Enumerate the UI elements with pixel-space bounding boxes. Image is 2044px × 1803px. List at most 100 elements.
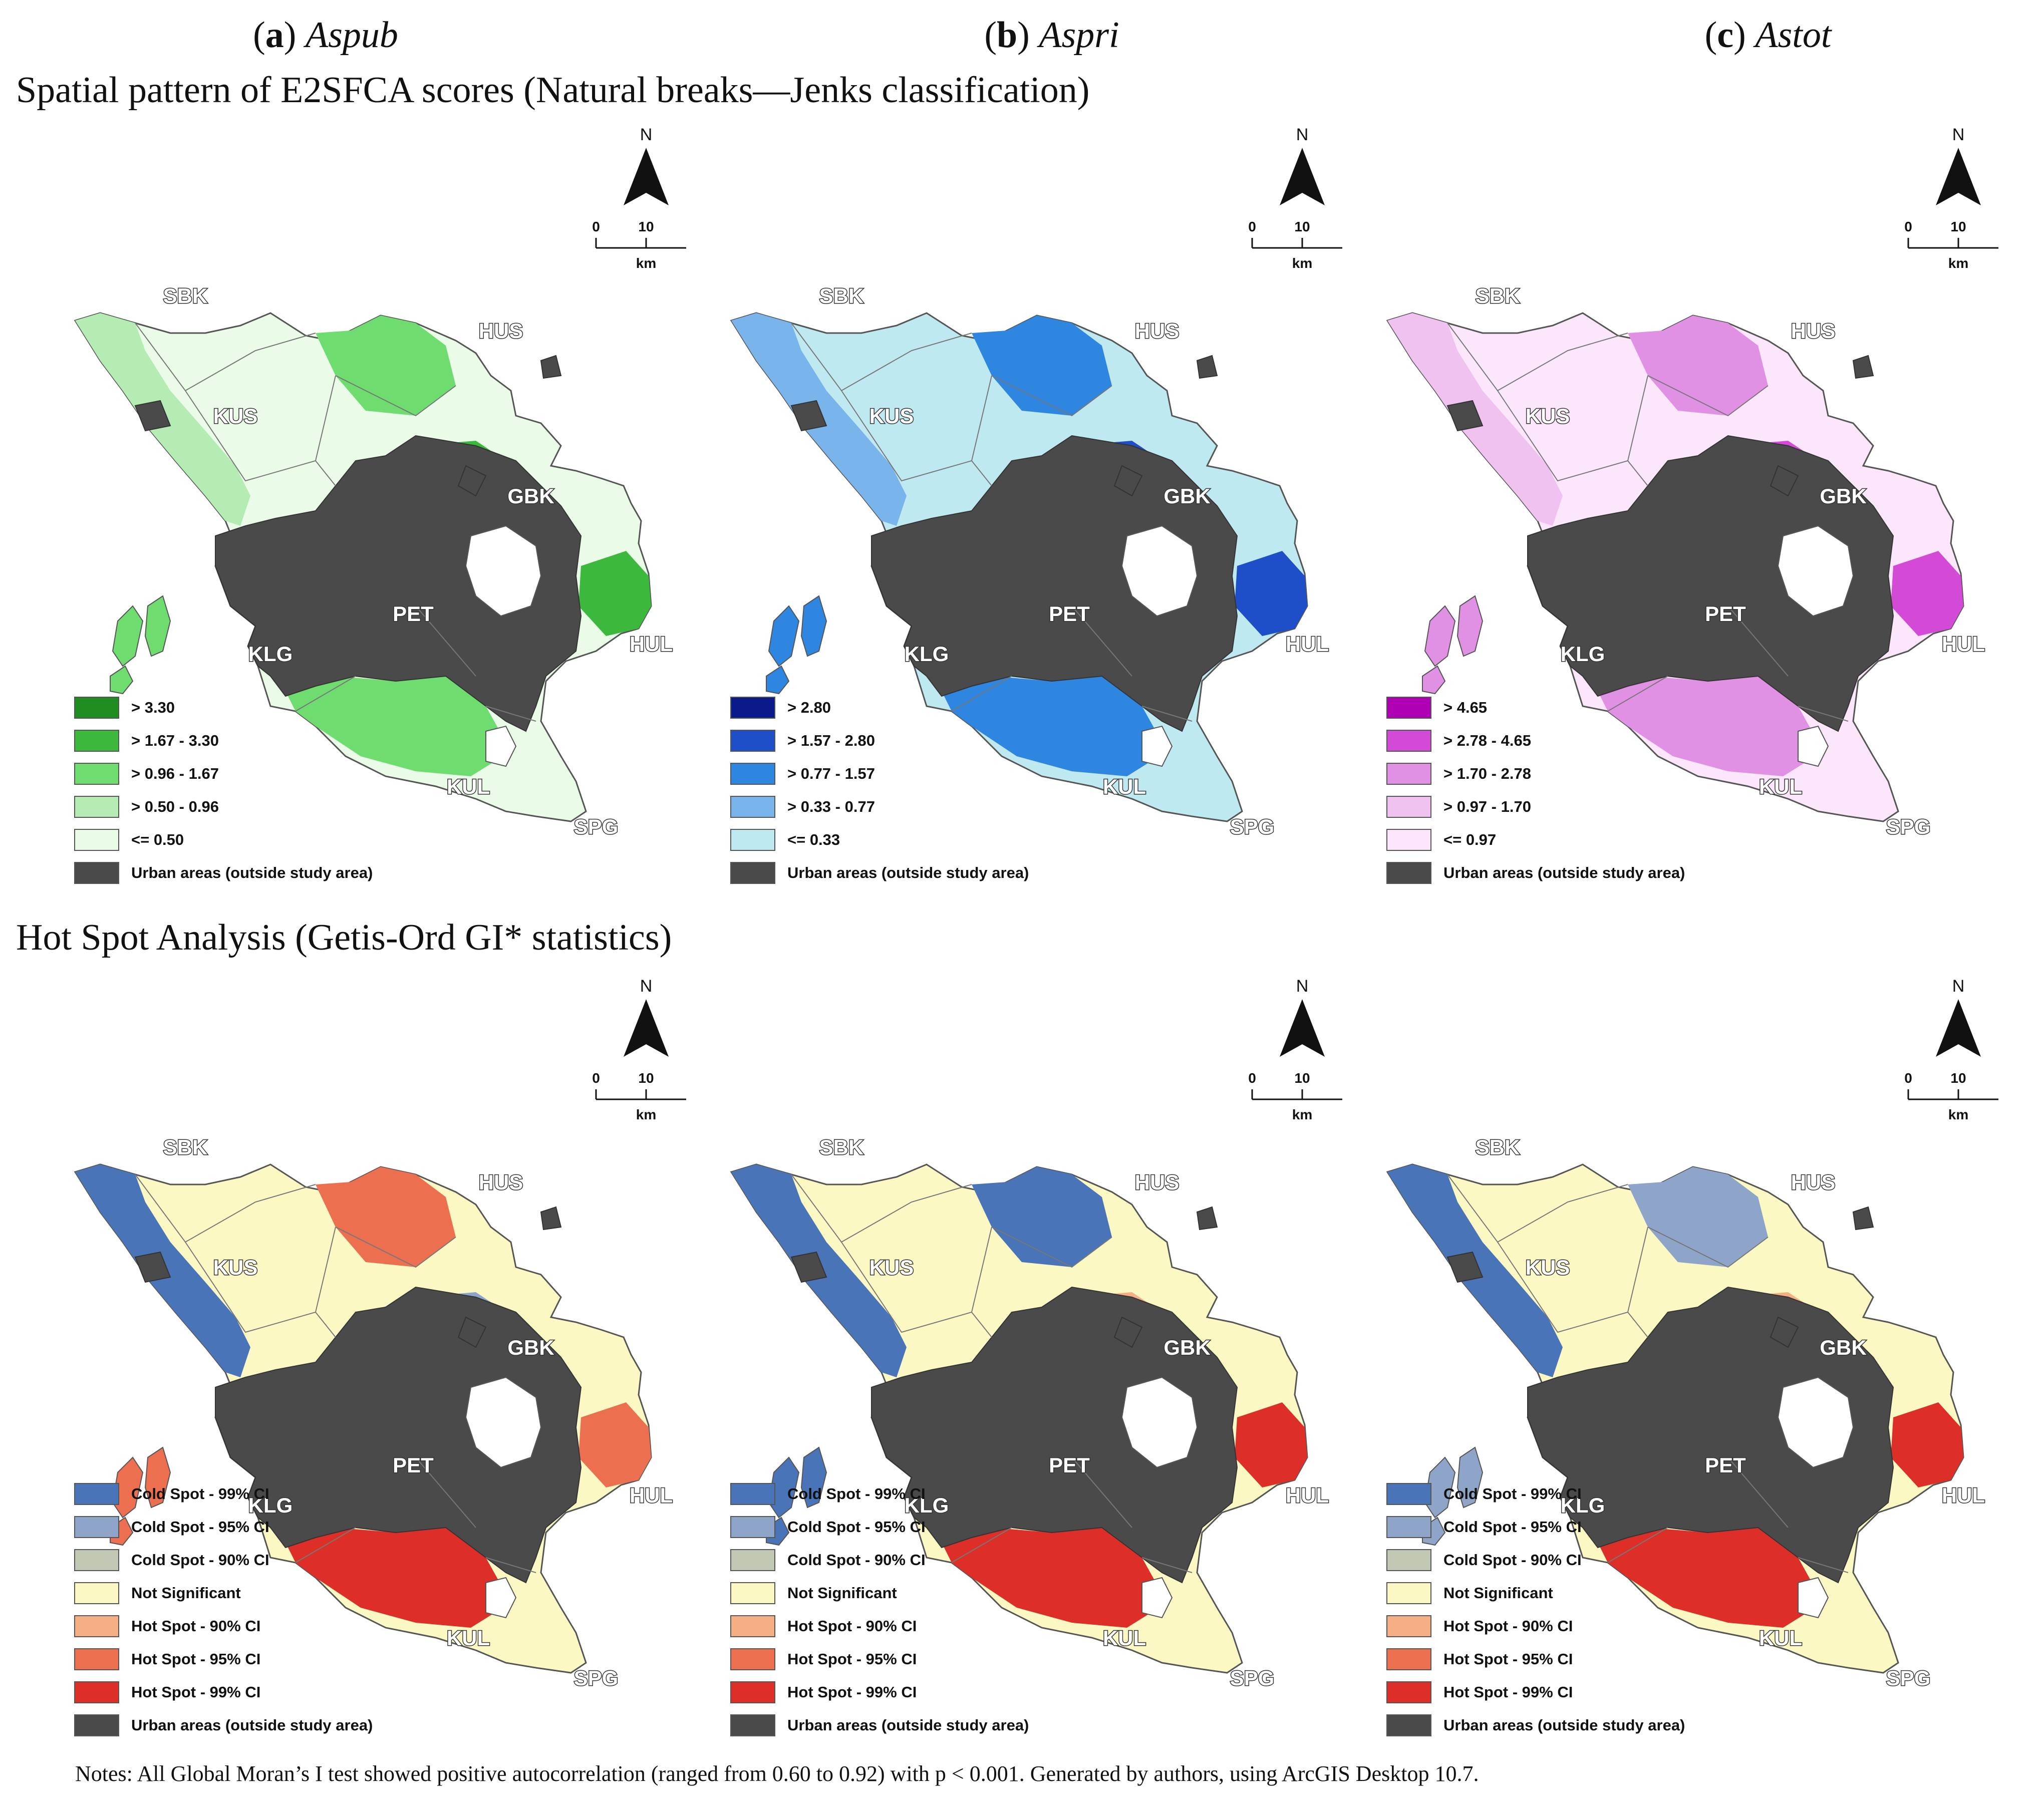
- legend-label: Hot Spot - 95% CI: [131, 1650, 261, 1668]
- region-south: [285, 1528, 511, 1628]
- legend-swatch: [74, 763, 119, 785]
- district-label-sbk: SBK: [819, 1135, 864, 1159]
- district-boundary-1: [841, 1227, 992, 1333]
- district-label-pet: PET: [393, 1453, 434, 1477]
- map-body: SBK HUS KUS GBK PET KLG HUL KUL SPG: [74, 1135, 674, 1691]
- legend-label: Hot Spot - 90% CI: [1443, 1617, 1573, 1635]
- district-boundary-2: [1647, 375, 1769, 417]
- legend-label: Cold Spot - 99% CI: [131, 1485, 269, 1502]
- district-boundary-4: [415, 1457, 476, 1528]
- district-boundary-0: [135, 1174, 316, 1243]
- legend-item: Urban areas (outside study area): [730, 856, 1029, 889]
- urban-area-1: [134, 400, 171, 432]
- map-svg: SBKHUSKUSGBKPETKLGHULKULSPGN01020km: [730, 125, 1342, 839]
- excluded-area-0: [1121, 525, 1198, 617]
- north-arrow-icon: N: [1280, 125, 1325, 205]
- legend-item: > 3.30: [74, 691, 373, 724]
- legend-swatch: [74, 796, 119, 818]
- district-label-hus: HUS: [479, 1170, 523, 1194]
- district-label-kus: KUS: [869, 1256, 914, 1279]
- legend-item: > 4.65: [1386, 691, 1685, 724]
- region-east: [1235, 551, 1307, 636]
- legend-item: > 2.78 - 4.65: [1386, 724, 1685, 757]
- district-boundary-0: [1447, 323, 1628, 392]
- district-label-hus: HUS: [479, 319, 523, 343]
- scale-tick-10: 10: [638, 219, 654, 234]
- map-panel-astot-hotspot: SBKHUSKUSGBKPETKLGHULKULSPGN01020kmCold …: [1347, 977, 1998, 1736]
- notes: Notes: All Global Moran’s I test showed …: [75, 1761, 1479, 1786]
- district-boundary-0: [791, 323, 972, 392]
- legend-label: Urban areas (outside study area): [787, 1716, 1029, 1734]
- legend: > 2.80 > 1.57 - 2.80 > 0.77 - 1.57 > 0.33 -…: [730, 691, 1029, 889]
- legend-item: > 2.80: [730, 691, 1029, 724]
- district-label-pet: PET: [1705, 602, 1746, 626]
- legend-label: Urban areas (outside study area): [131, 864, 373, 881]
- district-label-sbk: SBK: [1476, 284, 1520, 308]
- legend-item: > 0.77 - 1.57: [730, 757, 1029, 790]
- map-panel-astot-scores: SBKHUSKUSGBKPETKLGHULKULSPGN01020km> 4.6…: [1347, 125, 1998, 884]
- legend-swatch: [730, 1681, 775, 1703]
- column-title-b: (b) Aspri: [984, 15, 1119, 56]
- legend-label: Cold Spot - 90% CI: [1443, 1551, 1582, 1569]
- legend-item: Cold Spot - 99% CI: [74, 1477, 373, 1511]
- district-label-hus: HUS: [1135, 319, 1180, 343]
- scale-unit: km: [1948, 255, 1968, 271]
- district-label-hul: HUL: [1942, 632, 1985, 656]
- excluded-area-1: [485, 725, 517, 767]
- legend-label: Hot Spot - 99% CI: [1443, 1683, 1573, 1701]
- district-label-hus: HUS: [1791, 319, 1836, 343]
- district-boundary-2: [1647, 1227, 1769, 1268]
- district-label-klg: KLG: [248, 642, 293, 666]
- svg-text:N: N: [640, 977, 653, 996]
- legend-swatch: [730, 730, 775, 752]
- district-boundary-4: [415, 606, 476, 677]
- legend-swatch: [1386, 1714, 1431, 1736]
- scale-bar: 01020km: [592, 219, 686, 271]
- region-east: [1891, 551, 1963, 636]
- legend-label: Cold Spot - 95% CI: [787, 1518, 926, 1536]
- legend-label: Hot Spot - 90% CI: [787, 1617, 917, 1635]
- legend-label: > 2.78 - 4.65: [1443, 732, 1531, 749]
- urban-area-0: [1527, 1286, 1894, 1584]
- legend-swatch: [1386, 829, 1431, 851]
- legend-swatch: [1386, 763, 1431, 785]
- legend: Cold Spot - 99% CI Cold Spot - 95% CI Cold…: [74, 1477, 373, 1742]
- legend-item: Cold Spot - 95% CI: [74, 1511, 373, 1544]
- excluded-area-1: [1798, 1577, 1829, 1619]
- urban-area-2: [1770, 1316, 1799, 1348]
- district-label-kul: KUL: [1103, 1626, 1146, 1650]
- district-boundary-3: [1627, 460, 1648, 486]
- map-svg: SBKHUSKUSGBKPETKLGHULKULSPGN01020km: [1386, 125, 1998, 839]
- island-1: [144, 595, 171, 657]
- district-boundary-6: [1607, 676, 1668, 712]
- legend-swatch: [74, 1648, 119, 1670]
- island-1: [144, 1446, 171, 1509]
- legend-item: Hot Spot - 90% CI: [730, 1610, 1029, 1643]
- legend-swatch: [74, 1714, 119, 1736]
- legend: > 3.30 > 1.67 - 3.30 > 0.96 - 1.67 > 0.50 -…: [74, 691, 373, 889]
- region-north: [1628, 316, 1768, 416]
- legend-swatch: [730, 1516, 775, 1538]
- legend-label: > 0.33 - 0.77: [787, 798, 875, 815]
- scale-tick-0: 0: [1904, 1070, 1912, 1086]
- scale-bar: 01020km: [1248, 219, 1342, 271]
- legend-label: Hot Spot - 99% CI: [131, 1683, 261, 1701]
- legend-swatch: [730, 796, 775, 818]
- legend-swatch: [1386, 697, 1431, 719]
- excluded-area-1: [1798, 725, 1829, 767]
- legend-label: > 3.30: [131, 699, 175, 716]
- north-arrow-icon: N: [1936, 125, 1981, 205]
- legend-item: Hot Spot - 99% CI: [74, 1676, 373, 1709]
- region-north: [972, 1167, 1112, 1267]
- district-boundary-3: [315, 1312, 336, 1338]
- map-svg: SBKHUSKUSGBKPETKLGHULKULSPGN01020km: [74, 125, 686, 839]
- district-boundary-1: [185, 375, 336, 482]
- legend-label: > 0.77 - 1.57: [787, 765, 875, 782]
- district-boundary-1: [841, 375, 992, 482]
- district-label-hul: HUL: [1286, 632, 1329, 656]
- district-boundary-2: [335, 1227, 456, 1268]
- scale-tick-10: 10: [1950, 219, 1966, 234]
- island-2: [766, 665, 790, 695]
- island-0: [1424, 605, 1456, 667]
- legend-item: Cold Spot - 90% CI: [730, 1544, 1029, 1577]
